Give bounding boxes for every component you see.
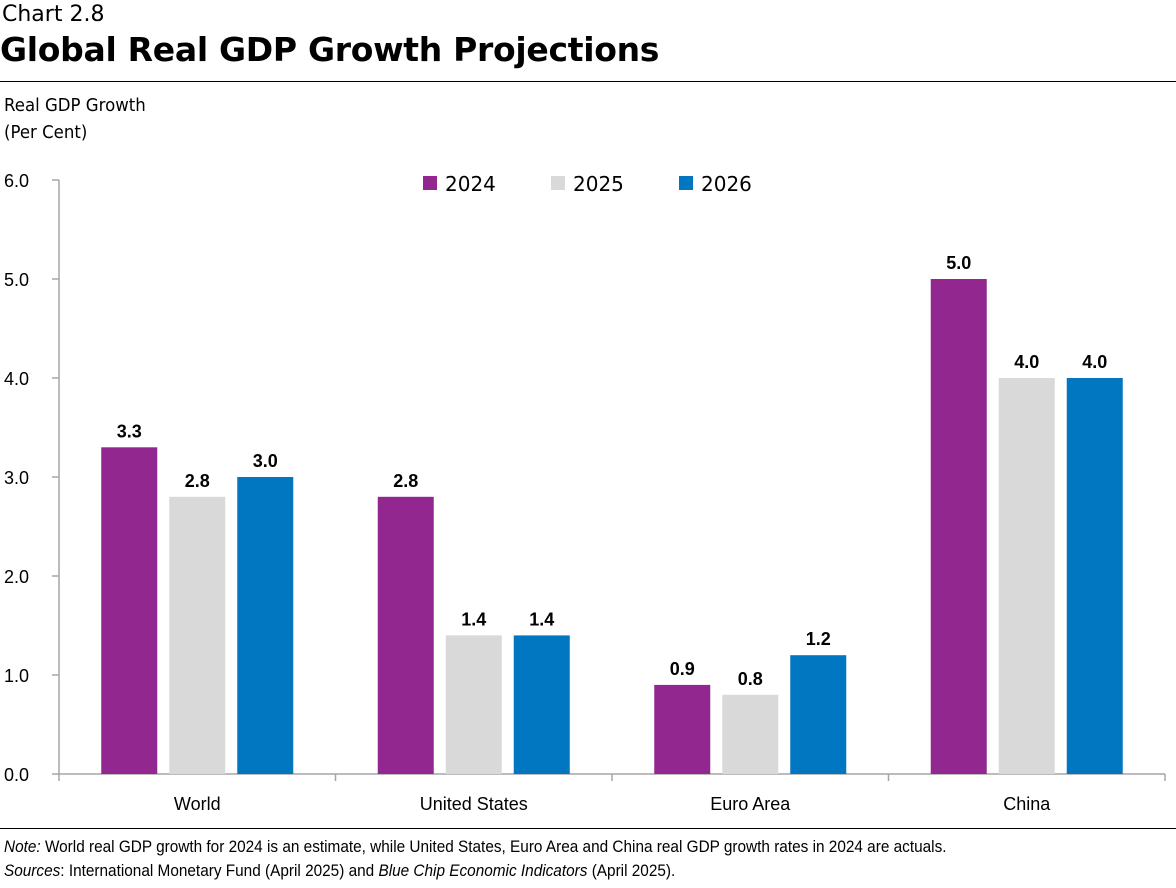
x-tick-label: China [1003, 794, 1051, 814]
x-tick-label: World [174, 794, 221, 814]
note-label: Note: [4, 838, 41, 856]
legend-swatch-2025 [551, 176, 565, 190]
x-tick-label: Euro Area [710, 794, 791, 814]
bar-2026 [513, 635, 570, 774]
data-label: 3.3 [117, 421, 142, 441]
y-tick-label: 4.0 [4, 369, 29, 389]
chart-number: Chart 2.8 [2, 2, 105, 27]
legend-swatch-2024 [423, 176, 437, 190]
x-tick-label: United States [420, 794, 528, 814]
note-text: World real GDP growth for 2024 is an est… [40, 838, 947, 856]
bar-2026 [790, 655, 847, 774]
data-label: 1.4 [461, 609, 486, 629]
sources-text-2: (April 2025). [587, 862, 676, 880]
y-tick-label: 6.0 [4, 171, 29, 191]
data-label: 4.0 [1014, 352, 1039, 372]
y-tick-label: 5.0 [4, 270, 29, 290]
chart-title: Global Real GDP Growth Projections [0, 30, 660, 69]
bar-2024 [654, 684, 711, 774]
y-axis-label: Real GDP Growth (Per Cent) [4, 92, 146, 146]
bar-2024 [101, 447, 158, 774]
bar-2025 [445, 635, 502, 774]
data-label: 3.0 [253, 451, 278, 471]
y-tick-label: 2.0 [4, 567, 29, 587]
bar-2026 [237, 477, 294, 774]
data-label: 1.2 [806, 629, 831, 649]
bar-2026 [1066, 378, 1123, 774]
sources-text-1: : International Monetary Fund (April 202… [60, 862, 379, 880]
footer-divider [0, 828, 1176, 829]
legend-label: 2024 [445, 172, 496, 196]
note-line: Note: World real GDP growth for 2024 is … [4, 835, 947, 859]
bar-2024 [377, 496, 434, 774]
bar-2025 [722, 694, 779, 774]
data-label: 0.9 [670, 659, 695, 679]
bar-2025 [998, 378, 1055, 774]
legend-label: 2025 [573, 172, 624, 196]
y-tick-label: 1.0 [4, 666, 29, 686]
legend-label: 2026 [701, 172, 752, 196]
data-label: 2.8 [185, 471, 210, 491]
sources-line: Sources: International Monetary Fund (Ap… [4, 859, 947, 883]
bar-2024 [930, 279, 987, 774]
footnotes: Note: World real GDP growth for 2024 is … [4, 835, 947, 883]
bar-2025 [169, 496, 226, 774]
data-label: 5.0 [946, 253, 971, 273]
data-label: 1.4 [529, 609, 554, 629]
y-axis-label-line2: (Per Cent) [4, 122, 88, 143]
y-tick-label: 0.0 [4, 765, 29, 785]
legend-swatch-2026 [679, 176, 693, 190]
data-label: 2.8 [393, 471, 418, 491]
sources-label: Sources [4, 862, 61, 880]
data-label: 0.8 [738, 669, 763, 689]
title-divider [0, 81, 1176, 82]
sources-italic: Blue Chip Economic Indicators [378, 862, 588, 880]
y-tick-label: 3.0 [4, 468, 29, 488]
data-label: 4.0 [1082, 352, 1107, 372]
y-axis-label-line1: Real GDP Growth [4, 95, 146, 116]
